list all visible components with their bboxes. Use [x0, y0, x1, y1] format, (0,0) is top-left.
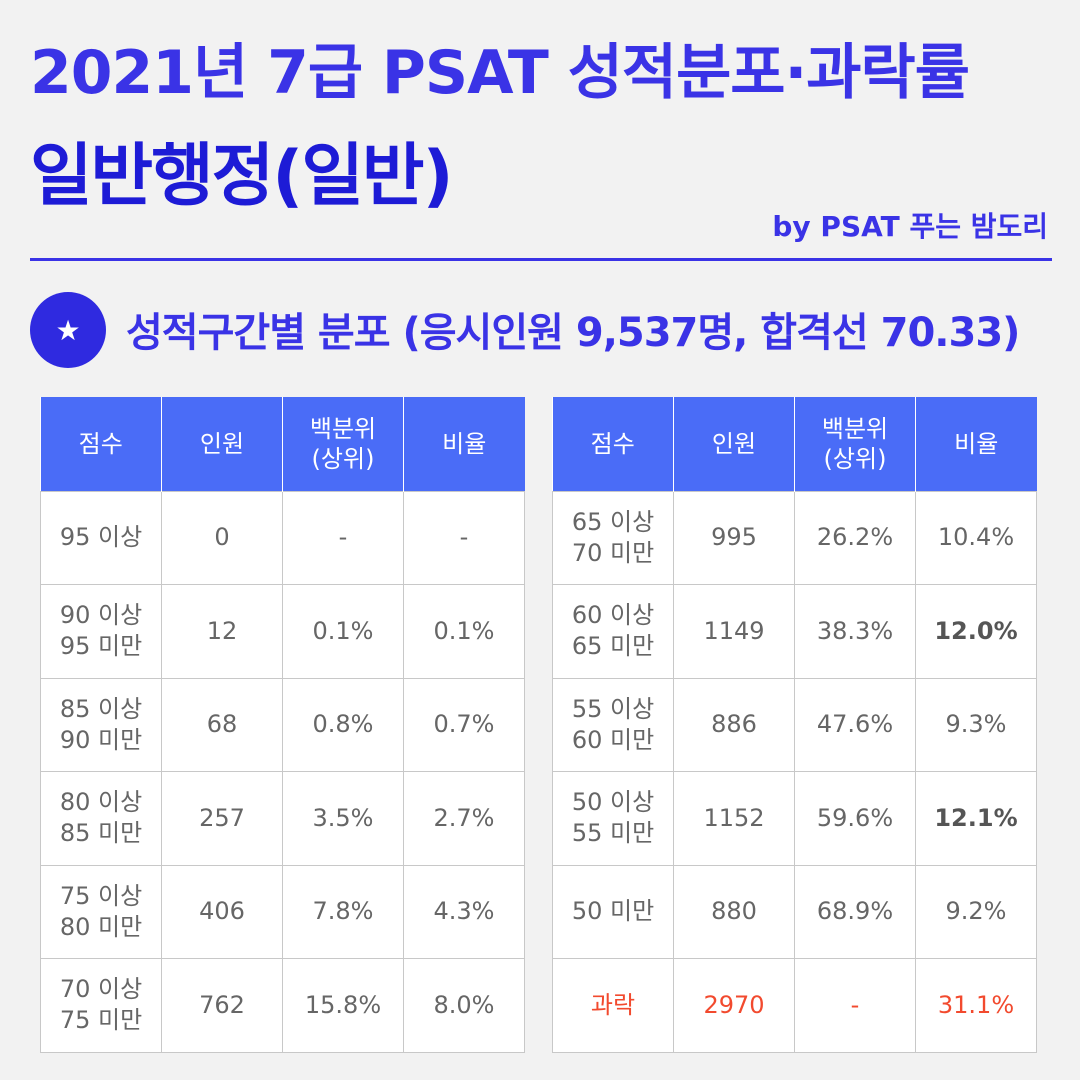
- cell-percentile: 26.2%: [794, 490, 916, 585]
- cell-percentile: 68.9%: [794, 864, 916, 959]
- cell-ratio: 2.7%: [403, 771, 525, 866]
- cell-score: 75 이상 80 미만: [40, 864, 162, 959]
- cell-ratio: 31.1%: [915, 958, 1037, 1053]
- cell-percentile: 59.6%: [794, 771, 916, 866]
- cell-score: 90 이상 95 미만: [40, 584, 162, 679]
- column-header-count: 인원: [161, 397, 283, 491]
- cell-score: 50 미만: [552, 864, 674, 959]
- table-row: 50 이상 55 미만 1152 59.6% 12.1%: [552, 771, 1037, 866]
- cell-ratio: 4.3%: [403, 864, 525, 959]
- cell-count: 0: [161, 490, 283, 585]
- cell-ratio: 9.2%: [915, 864, 1037, 959]
- cell-percentile: -: [794, 958, 916, 1053]
- cell-count: 68: [161, 677, 283, 772]
- cell-count: 1149: [673, 584, 795, 679]
- cell-percentile: 47.6%: [794, 677, 916, 772]
- column-header-score: 점수: [40, 397, 162, 491]
- column-header-percentile: 백분위 (상위): [282, 397, 404, 491]
- table-row: 90 이상 95 미만 12 0.1% 0.1%: [40, 584, 525, 679]
- cell-percentile: 7.8%: [282, 864, 404, 959]
- cell-ratio: 12.1%: [915, 771, 1037, 866]
- author-byline: by PSAT 푸는 밤도리: [772, 210, 1048, 243]
- column-header-percentile: 백분위 (상위): [794, 397, 916, 491]
- table-row: 85 이상 90 미만 68 0.8% 0.7%: [40, 677, 525, 772]
- cell-count: 12: [161, 584, 283, 679]
- table-row: 95 이상 0- -: [40, 490, 525, 585]
- cell-score: 60 이상 65 미만: [552, 584, 674, 679]
- cell-ratio: 0.1%: [403, 584, 525, 679]
- column-header-ratio: 비율: [915, 397, 1037, 491]
- table-row: 60 이상 65 미만 1149 38.3% 12.0%: [552, 584, 1037, 679]
- cell-count: 2970: [673, 958, 795, 1053]
- table-row: 80 이상 85 미만 257 3.5% 2.7%: [40, 771, 525, 866]
- cell-percentile: 38.3%: [794, 584, 916, 679]
- cell-percentile: -: [282, 490, 404, 585]
- cell-score: 과락: [552, 958, 674, 1053]
- star-icon: ★: [30, 292, 106, 368]
- cell-score: 95 이상: [40, 490, 162, 585]
- table-header-row: 점수 인원 백분위 (상위) 비율: [40, 397, 525, 491]
- cell-score: 80 이상 85 미만: [40, 771, 162, 866]
- table-row: 65 이상 70 미만 995 26.2% 10.4%: [552, 490, 1037, 585]
- table-row: 75 이상 80 미만 406 7.8% 4.3%: [40, 864, 525, 959]
- cell-count: 406: [161, 864, 283, 959]
- column-header-count: 인원: [673, 397, 795, 491]
- section-title: 성적구간별 분포 (응시인원 9,537명, 합격선 70.33): [126, 310, 1020, 356]
- table-row: 50 미만 880 68.9% 9.2%: [552, 864, 1037, 959]
- cell-percentile: 15.8%: [282, 958, 404, 1053]
- cell-ratio: 12.0%: [915, 584, 1037, 679]
- cell-count: 995: [673, 490, 795, 585]
- cell-count: 880: [673, 864, 795, 959]
- cell-count: 886: [673, 677, 795, 772]
- cell-ratio: 10.4%: [915, 490, 1037, 585]
- cell-count: 257: [161, 771, 283, 866]
- cell-percentile: 0.8%: [282, 677, 404, 772]
- cell-percentile: 0.1%: [282, 584, 404, 679]
- score-table-left: 점수 인원 백분위 (상위) 비율 95 이상 0- -90 이상 95 미만 12 0…: [40, 397, 525, 1053]
- cell-count: 1152: [673, 771, 795, 866]
- table-header-row: 점수 인원 백분위 (상위) 비율: [552, 397, 1037, 491]
- cell-score: 65 이상 70 미만: [552, 490, 674, 585]
- page-subtitle: 일반행정(일반): [30, 137, 454, 216]
- cell-ratio: 8.0%: [403, 958, 525, 1053]
- page-title: 2021년 7급 PSAT 성적분포·과락률: [30, 38, 970, 108]
- table-row: 70 이상 75 미만 762 15.8% 8.0%: [40, 958, 525, 1053]
- table-row: 55 이상 60 미만 886 47.6% 9.3%: [552, 677, 1037, 772]
- cell-score: 55 이상 60 미만: [552, 677, 674, 772]
- column-header-ratio: 비율: [403, 397, 525, 491]
- cell-score: 70 이상 75 미만: [40, 958, 162, 1053]
- column-header-score: 점수: [552, 397, 674, 491]
- cell-score: 85 이상 90 미만: [40, 677, 162, 772]
- cell-ratio: 9.3%: [915, 677, 1037, 772]
- cell-score: 50 이상 55 미만: [552, 771, 674, 866]
- table-row: 과락 2970-31.1%: [552, 958, 1037, 1053]
- cell-count: 762: [161, 958, 283, 1053]
- cell-ratio: 0.7%: [403, 677, 525, 772]
- cell-percentile: 3.5%: [282, 771, 404, 866]
- cell-ratio: -: [403, 490, 525, 585]
- header-divider: [30, 258, 1052, 261]
- score-table-right: 점수 인원 백분위 (상위) 비율 65 이상 70 미만 995 26.2% 10.…: [552, 397, 1037, 1053]
